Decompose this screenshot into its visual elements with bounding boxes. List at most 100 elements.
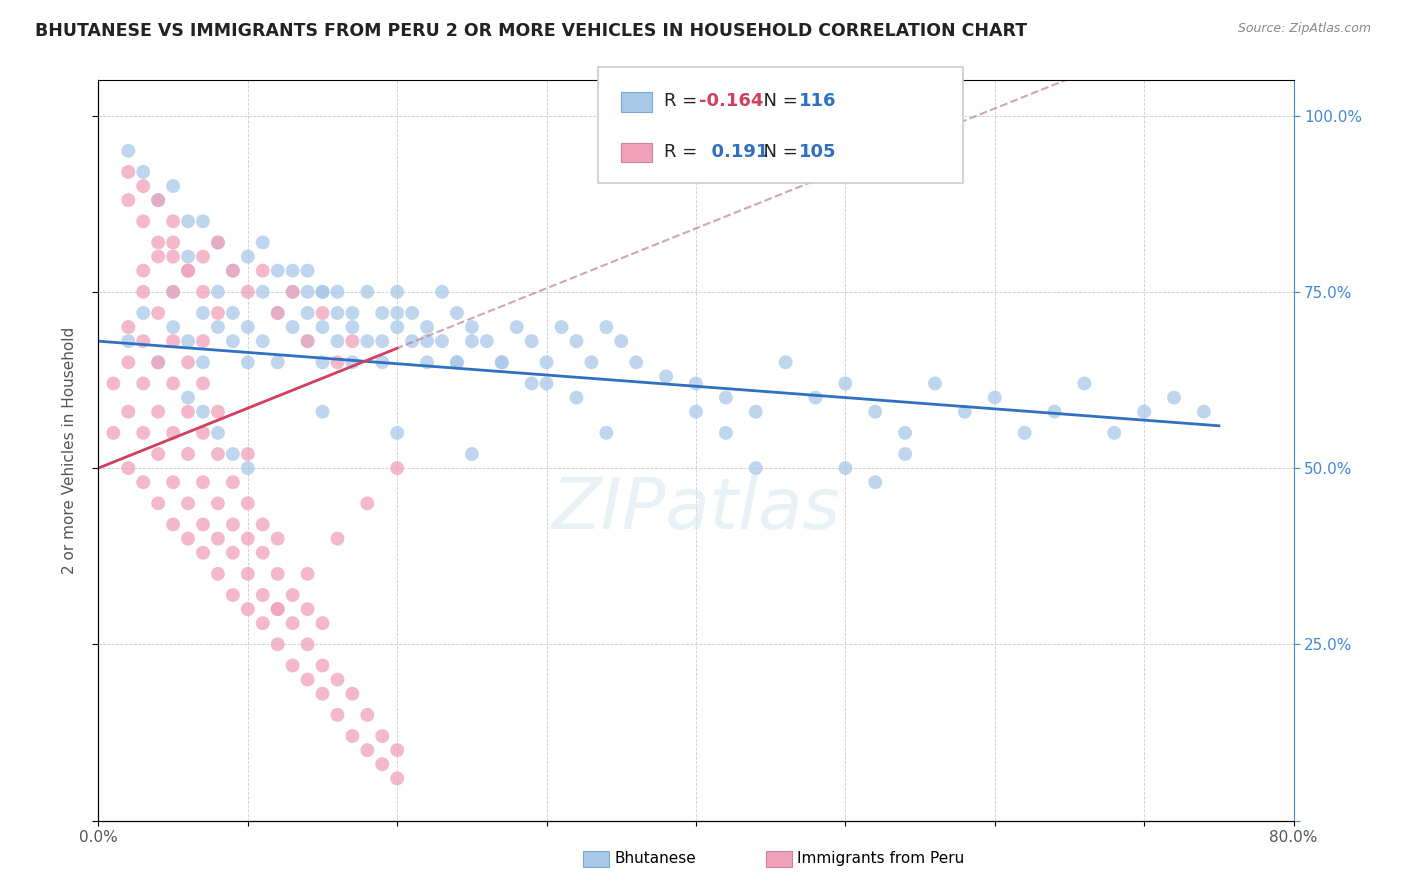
Point	[162, 376, 184, 391]
Point	[162, 475, 184, 490]
Point	[311, 687, 333, 701]
Point	[430, 285, 453, 299]
Point	[177, 250, 200, 264]
Point	[461, 334, 484, 348]
Point	[297, 637, 319, 651]
Point	[222, 263, 245, 277]
Point	[222, 334, 245, 348]
Point	[267, 306, 290, 320]
Point	[297, 285, 319, 299]
Point	[177, 405, 200, 419]
Point	[385, 320, 409, 334]
Point	[984, 391, 1007, 405]
Point	[416, 355, 439, 369]
Point	[191, 475, 214, 490]
Point	[281, 285, 304, 299]
Point	[191, 405, 214, 419]
Point	[148, 405, 170, 419]
Point	[491, 355, 513, 369]
Point	[132, 306, 155, 320]
Point	[565, 391, 588, 405]
Point	[356, 707, 378, 722]
Point	[416, 334, 439, 348]
Point	[655, 369, 678, 384]
Point	[117, 405, 139, 419]
Point	[924, 376, 946, 391]
Point	[311, 405, 333, 419]
Point	[356, 496, 378, 510]
Point	[342, 355, 364, 369]
Point	[356, 743, 378, 757]
Point	[1104, 425, 1126, 440]
Point	[461, 320, 484, 334]
Point	[536, 355, 558, 369]
Point	[311, 285, 333, 299]
Point	[191, 334, 214, 348]
Point	[446, 306, 468, 320]
Point	[236, 461, 259, 475]
Point	[162, 235, 184, 250]
Point	[177, 214, 200, 228]
Point	[162, 214, 184, 228]
Point	[565, 334, 588, 348]
Point	[342, 320, 364, 334]
Point	[236, 355, 259, 369]
Point	[297, 673, 319, 687]
Point	[520, 334, 543, 348]
Point	[252, 334, 274, 348]
Point	[207, 496, 229, 510]
Point	[222, 306, 245, 320]
Point	[207, 425, 229, 440]
Point	[804, 391, 827, 405]
Text: -0.164: -0.164	[699, 93, 763, 111]
Point	[536, 376, 558, 391]
Point	[685, 405, 707, 419]
Point	[297, 566, 319, 581]
Point	[252, 517, 274, 532]
Point	[207, 566, 229, 581]
Point	[267, 306, 290, 320]
Point	[162, 517, 184, 532]
Point	[745, 461, 768, 475]
Point	[371, 355, 394, 369]
Text: 105: 105	[799, 143, 837, 161]
Point	[326, 673, 349, 687]
Text: R =: R =	[664, 93, 703, 111]
Point	[191, 306, 214, 320]
Point	[252, 285, 274, 299]
Point	[177, 263, 200, 277]
Point	[267, 532, 290, 546]
Point	[148, 193, 170, 207]
Point	[236, 285, 259, 299]
Point	[326, 285, 349, 299]
Point	[1043, 405, 1066, 419]
Point	[148, 306, 170, 320]
Point	[222, 588, 245, 602]
Point	[326, 355, 349, 369]
Point	[236, 447, 259, 461]
Point	[162, 334, 184, 348]
Point	[207, 320, 229, 334]
Point	[385, 743, 409, 757]
Point	[252, 546, 274, 560]
Point	[595, 320, 617, 334]
Point	[162, 250, 184, 264]
Point	[148, 355, 170, 369]
Point	[342, 306, 364, 320]
Point	[326, 306, 349, 320]
Point	[385, 285, 409, 299]
Point	[132, 475, 155, 490]
Point	[177, 391, 200, 405]
Point	[191, 517, 214, 532]
Point	[132, 263, 155, 277]
Point	[191, 546, 214, 560]
Point	[148, 250, 170, 264]
Point	[148, 193, 170, 207]
Point	[236, 566, 259, 581]
Point	[401, 334, 423, 348]
Point	[745, 405, 768, 419]
Point	[162, 285, 184, 299]
Point	[177, 496, 200, 510]
Point	[834, 461, 856, 475]
Point	[103, 376, 125, 391]
